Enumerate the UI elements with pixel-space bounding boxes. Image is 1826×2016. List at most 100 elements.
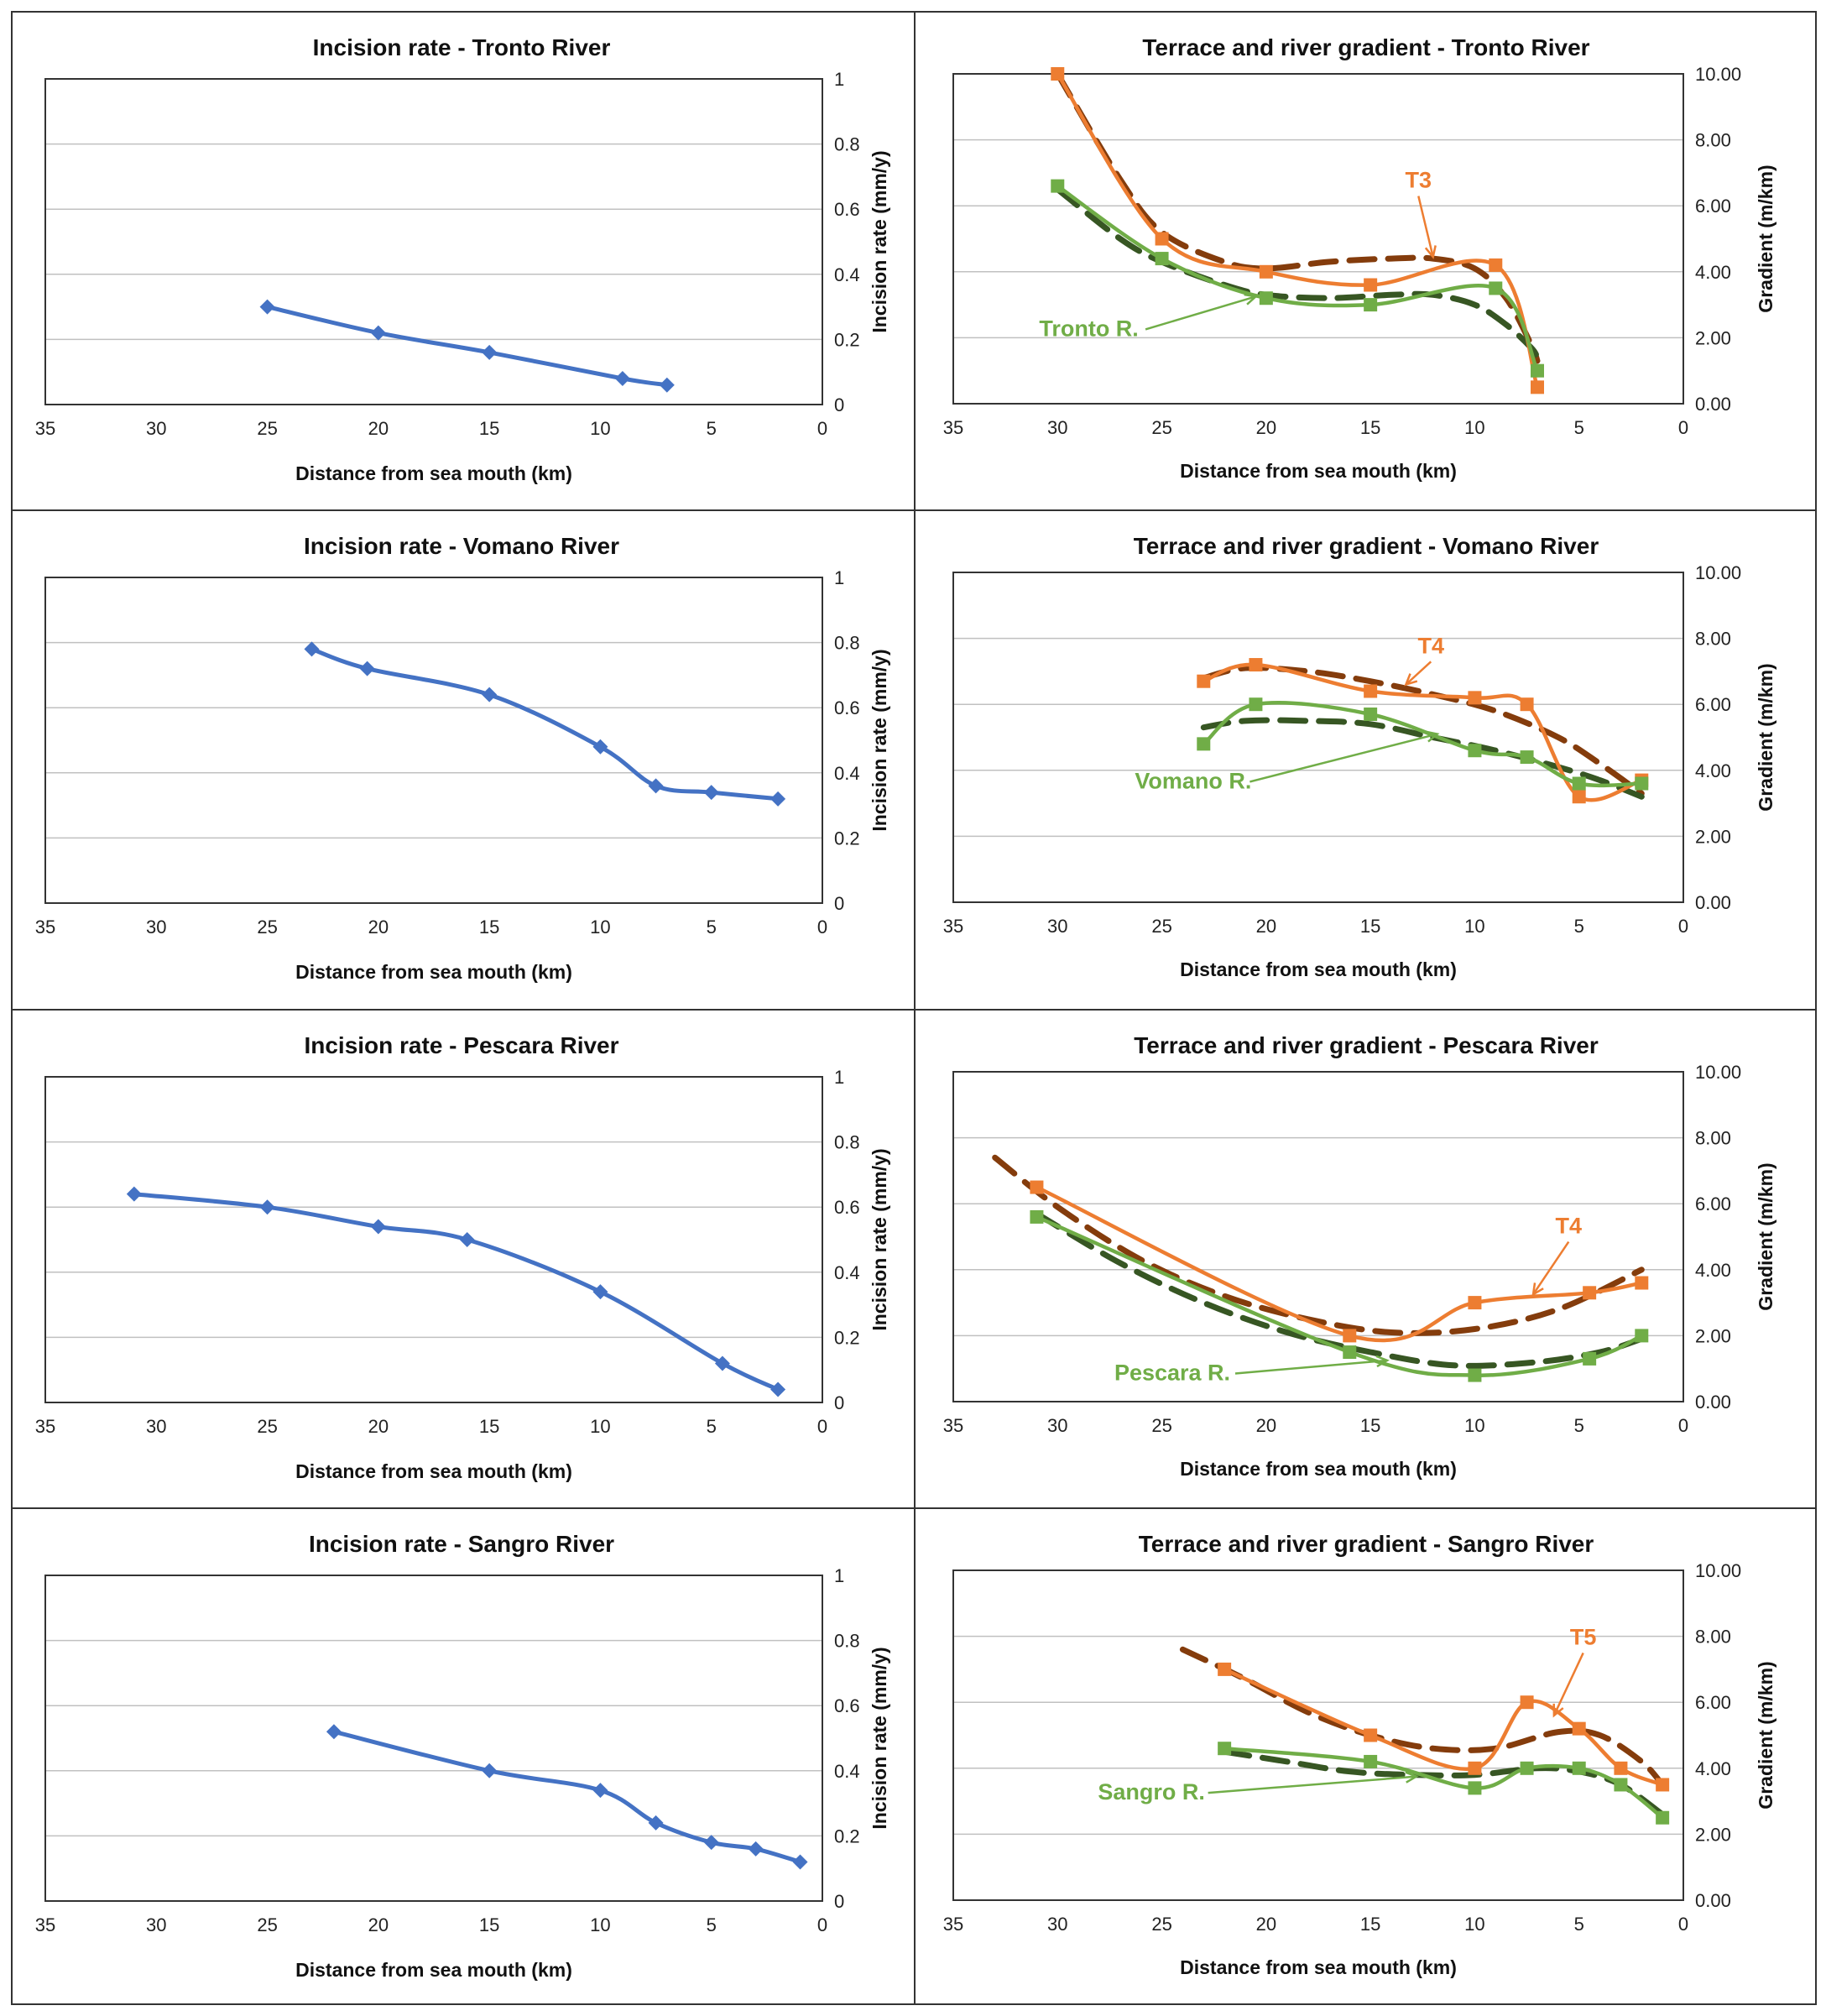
data-point-river [1051,179,1065,193]
data-point-incision-rate [459,1232,475,1247]
data-point-river [1520,750,1534,765]
x-tick-label: 30 [146,1914,166,1935]
chart-title: Incision rate - Vomano River [304,533,619,559]
data-point-river [1635,776,1649,791]
annotation-arrow [1208,1775,1416,1794]
x-tick-label: 25 [257,1416,277,1437]
y-tick-label: 0 [834,1891,844,1912]
annotation-label: Vomano R. [1135,768,1251,793]
data-point-incision-rate [592,1284,608,1300]
annotation-arrowhead [1375,1355,1390,1368]
y-tick-label: 2.00 [1695,1325,1731,1346]
x-tick-label: 25 [1151,417,1171,438]
data-point-terrace [1259,264,1273,279]
data-point-incision-rate [714,1355,730,1371]
data-point-river [1343,1345,1357,1360]
y-tick-label: 0.4 [834,1262,860,1283]
y-axis-label: Incision rate (mm/y) [869,1148,890,1330]
plot-area [44,1076,823,1403]
data-point-incision-rate [370,1219,386,1235]
y-tick-label: 1 [834,69,844,90]
data-point-river [1468,744,1482,758]
data-point-incision-rate [370,325,386,341]
y-tick-label: 0.8 [834,1132,860,1153]
x-tick-label: 15 [479,917,499,937]
x-tick-label: 0 [1678,417,1688,438]
data-point-terrace [1614,1761,1628,1775]
y-tick-label: 0.6 [834,697,860,718]
chart-panel-3: Incision rate - Vomano River 0 0.2 0.4 0.6 0.… [35,533,890,983]
x-tick-label: 20 [368,418,389,439]
y-axis-label: Gradient (m/km) [1755,1661,1776,1809]
y-tick-label: 0.6 [834,1695,860,1716]
x-tick-label: 30 [1047,417,1067,438]
chart-title: Incision rate - Pescara River [304,1032,618,1058]
data-point-river [1614,1778,1628,1792]
data-point-river [1468,1368,1482,1382]
plot-area [44,1575,823,1902]
y-tick-label: 0.00 [1695,1890,1731,1911]
y-tick-label: 0 [834,893,844,914]
data-point-incision-rate [770,1381,786,1397]
y-tick-label: 2.00 [1695,1824,1731,1845]
chart-panel-2: Terrace and river gradient - Tronto Rive… [943,34,1776,482]
data-point-terrace [1572,790,1586,804]
x-tick-label: 15 [1360,916,1380,937]
x-tick-label: 5 [707,1914,717,1935]
y-tick-label: 0.8 [834,134,860,155]
data-point-incision-rate [592,1783,608,1799]
x-tick-label: 10 [1464,1415,1484,1436]
y-tick-label: 0 [834,1392,844,1413]
y-tick-label: 0.00 [1695,1392,1731,1413]
y-tick-label: 1 [834,567,844,588]
data-point-incision-rate [792,1854,808,1870]
annotation-arrow [1250,733,1437,783]
y-tick-label: 10.00 [1695,562,1741,583]
x-axis-label: Distance from sea mouth (km) [1180,460,1457,482]
annotation-arrow [1405,661,1432,686]
x-tick-label: 0 [817,1914,827,1935]
y-tick-label: 4.00 [1695,1260,1731,1281]
plot-area [952,73,1684,405]
y-tick-label: 8.00 [1695,130,1731,151]
x-tick-label: 0 [1678,1914,1688,1935]
data-point-terrace [1030,1180,1044,1194]
x-tick-label: 35 [943,1914,963,1935]
x-tick-label: 10 [590,917,610,937]
x-tick-label: 0 [1678,916,1688,937]
data-point-river [1030,1209,1044,1224]
chart-title: Terrace and river gradient - Vomano Rive… [1134,533,1599,559]
y-axis-label: Incision rate (mm/y) [869,1647,890,1829]
plot-area [952,1569,1684,1901]
annotation-arrow [1531,1240,1570,1295]
plot-area [44,78,823,405]
x-tick-label: 25 [257,418,277,439]
data-point-river [1656,1810,1670,1825]
data-point-incision-rate [614,370,630,386]
y-axis-label: Gradient (m/km) [1755,165,1776,312]
plot-area [44,577,823,904]
x-tick-label: 20 [1256,1415,1276,1436]
data-point-incision-rate [259,1199,275,1215]
data-point-terrace [1218,1662,1232,1676]
y-tick-label: 0.4 [834,264,860,285]
x-tick-label: 30 [146,1416,166,1437]
chart-panel-4: Terrace and river gradient - Vomano Rive… [943,533,1776,980]
x-tick-label: 20 [1256,916,1276,937]
x-tick-label: 10 [1464,916,1484,937]
y-tick-label: 4.00 [1695,760,1731,781]
panels: Incision rate - Tronto River 0 0.2 0.4 0.6 0.… [35,34,1776,1981]
data-point-incision-rate [648,778,664,794]
x-tick-label: 35 [35,917,55,937]
x-tick-label: 20 [1256,417,1276,438]
data-point-incision-rate [326,1724,342,1740]
y-tick-label: 8.00 [1695,1128,1731,1149]
y-tick-label: 0.00 [1695,892,1731,913]
series-line-terrace [1056,72,1540,389]
data-point-river [1531,363,1544,378]
chart-title: Terrace and river gradient - Sangro Rive… [1139,1531,1594,1557]
data-point-terrace [1531,380,1544,394]
chart-panel-1: Incision rate - Tronto River 0 0.2 0.4 0.6 0.… [35,34,890,484]
data-point-incision-rate [703,785,719,801]
